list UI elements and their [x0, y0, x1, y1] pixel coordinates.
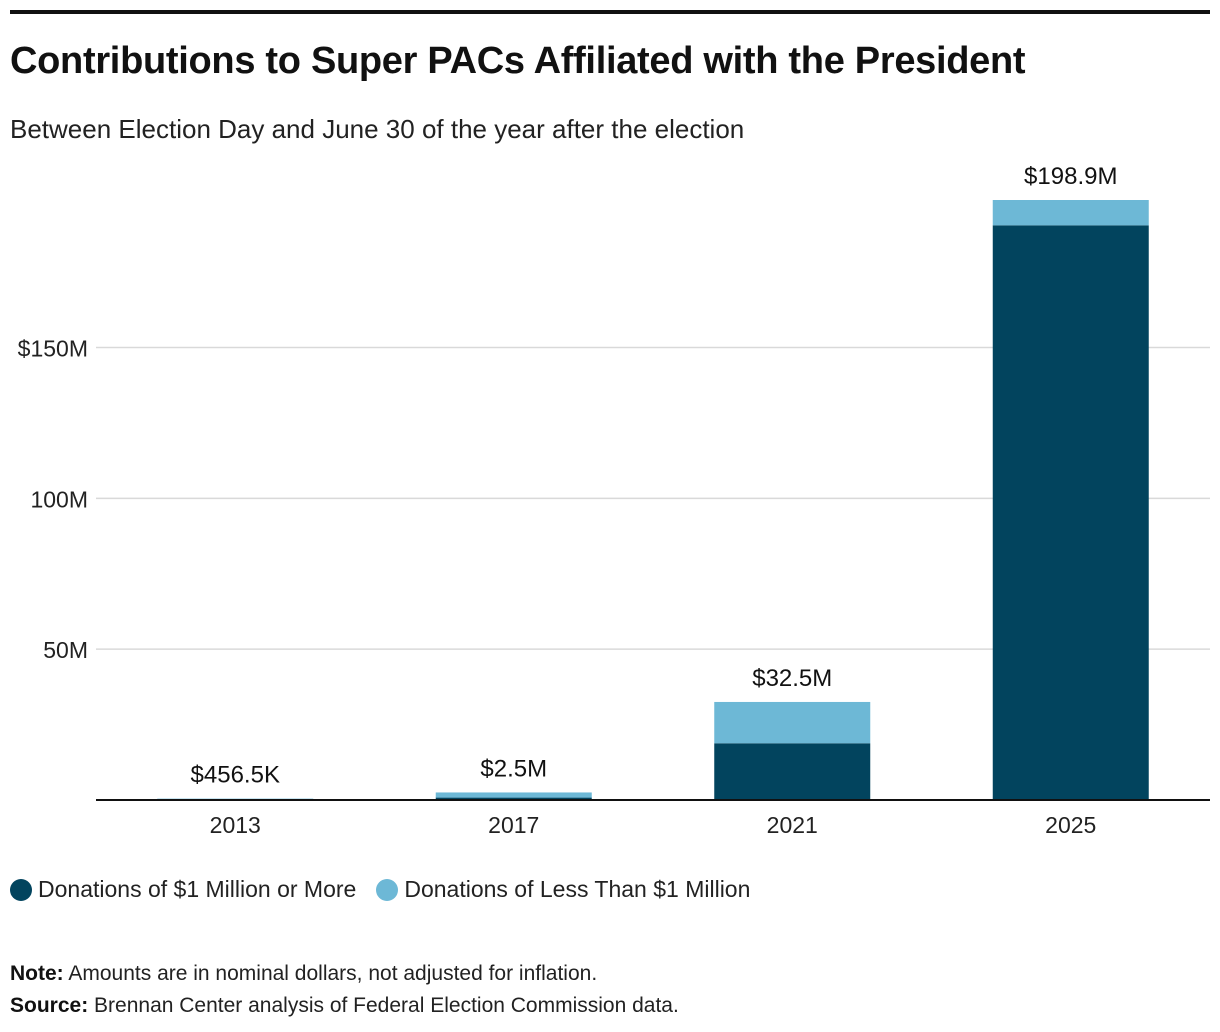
bar-total-labels: $456.5K $2.5M $32.5M $198.9M	[191, 163, 1118, 789]
x-tick-label: 2013	[210, 812, 261, 838]
legend-label-large: Donations of $1 Million or More	[38, 876, 357, 902]
bar-chart: 50M 100M $150M $456.5K $2.5M $32.5M $198.9M 2…	[18, 163, 1210, 838]
x-tick-label: 2025	[1045, 812, 1096, 838]
legend-swatch-small	[376, 878, 399, 901]
y-tick-label: 100M	[30, 486, 88, 512]
y-axis-ticks: 50M 100M $150M	[18, 336, 88, 664]
y-tick-label: $150M	[18, 336, 88, 362]
legend-label-small: Donations of Less Than $1 Million	[404, 876, 751, 902]
x-axis-ticks: 2013 2017 2021 2025	[210, 812, 1097, 838]
bar-2017-large	[435, 797, 592, 800]
bar-2025-small	[992, 200, 1149, 226]
bar-total-label: $456.5K	[191, 762, 280, 789]
bar-2017-small	[435, 792, 592, 798]
legend-item-large: Donations of $1 Million or More	[10, 876, 356, 903]
bar-2025-large	[992, 225, 1149, 800]
bar-2021-large	[714, 743, 871, 800]
bar-total-label: $198.9M	[1024, 163, 1117, 190]
source-label: Source:	[10, 994, 89, 1017]
bar-total-label: $2.5M	[480, 755, 547, 782]
source-text: Brennan Center analysis of Federal Elect…	[94, 994, 679, 1017]
legend-swatch-large	[10, 878, 32, 901]
note-text: Amounts are in nominal dollars, not adju…	[68, 962, 598, 985]
source-line: Source: Brennan Center analysis of Feder…	[10, 990, 679, 1022]
bars	[157, 200, 1149, 800]
top-rule	[10, 10, 1210, 14]
x-tick-label: 2017	[488, 812, 539, 838]
y-tick-label: 50M	[43, 637, 88, 663]
note-line: Note: Amounts are in nominal dollars, no…	[10, 958, 679, 990]
x-tick-label: 2021	[767, 812, 818, 838]
chart-subtitle: Between Election Day and June 30 of the …	[10, 114, 745, 144]
chart-title: Contributions to Super PACs Affiliated w…	[10, 40, 1026, 82]
note-label: Note:	[10, 962, 64, 985]
bar-2021-small	[714, 701, 871, 744]
legend-item-small: Donations of Less Than $1 Million	[376, 876, 750, 903]
footnotes: Note: Amounts are in nominal dollars, no…	[10, 958, 679, 1022]
legend: Donations of $1 Million or More Donation…	[10, 876, 770, 903]
bar-total-label: $32.5M	[752, 665, 832, 692]
